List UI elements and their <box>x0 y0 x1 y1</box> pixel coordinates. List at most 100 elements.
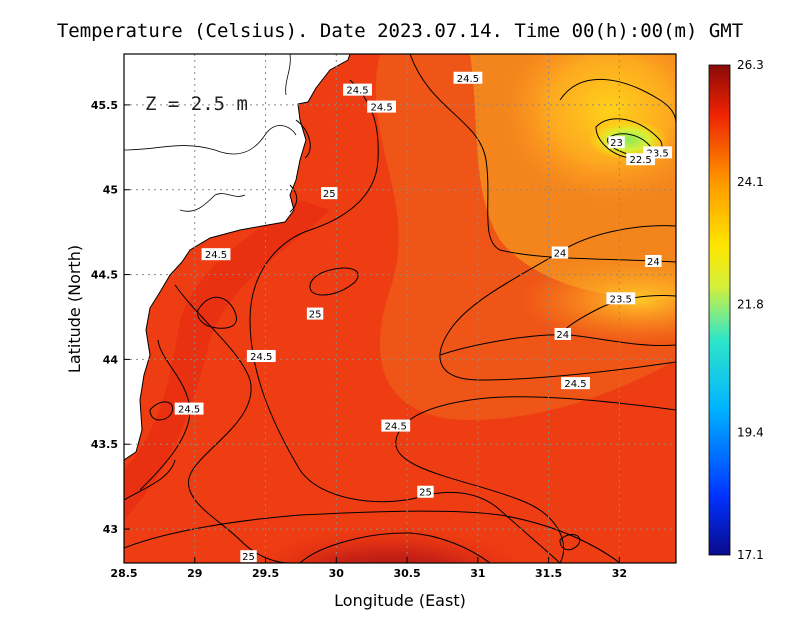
contour-label-box <box>626 153 656 166</box>
contour-label-box <box>343 83 372 96</box>
contour-label-text: 23.5 <box>610 294 632 305</box>
contour-label-text: 23.5 <box>646 148 668 159</box>
contour-line <box>124 459 176 501</box>
y-axis-title: Latitude (North) <box>65 245 84 373</box>
contour-label: 25 <box>417 485 434 499</box>
y-tick-label: 43 <box>103 523 118 536</box>
y-tick-label: 44 <box>103 353 119 366</box>
contour-label-text: 22.5 <box>629 155 651 166</box>
contour-line <box>395 396 676 563</box>
contour-label-box <box>246 350 276 363</box>
contour-label: 25 <box>321 187 338 200</box>
x-tick-label: 30 <box>329 567 345 580</box>
colorbar-gradient <box>708 64 731 556</box>
x-tick-label: 29 <box>187 567 202 580</box>
y-tick-label: 45 <box>103 184 118 197</box>
y-tick-label: 43.5 <box>91 438 118 451</box>
contour-label: 24.5 <box>343 83 372 97</box>
y-tick-label: 44.5 <box>91 269 118 282</box>
contour-label-box <box>367 100 396 113</box>
contour-label: 25 <box>240 550 257 563</box>
x-tick-label: 30.5 <box>394 567 421 580</box>
colorbar-tick-label: 24.1 <box>737 175 764 189</box>
contour-label-box <box>554 327 571 340</box>
contour-label: 24 <box>551 246 569 260</box>
x-tick-label: 32 <box>612 567 627 580</box>
contour-label-box <box>453 71 483 84</box>
colorbar-ticks: 17.1 19.4 21.8 24.1 26.3 <box>737 58 764 562</box>
contour-label-box <box>381 419 411 432</box>
land-border-line <box>124 125 297 155</box>
contour-line <box>439 225 676 381</box>
contour-label-text: 25 <box>309 310 322 321</box>
yellow-northeast-patch <box>500 54 676 205</box>
contour-label-text: 24.5 <box>564 379 586 390</box>
contour-label-text: 24 <box>647 257 660 268</box>
land-border-line <box>285 54 291 96</box>
contour-line <box>124 510 621 563</box>
contour-label-text: 24.5 <box>250 352 272 363</box>
contour-label: 23 <box>608 136 625 149</box>
contour-label-text: 24.5 <box>370 103 392 114</box>
x-tick-label: 29.5 <box>252 567 279 580</box>
contour-label-box <box>201 248 231 261</box>
yellow-east-tongue <box>520 255 676 345</box>
contour-label: 24.5 <box>381 419 411 433</box>
colorbar: 17.1 19.4 21.8 24.1 26.3 <box>708 58 764 562</box>
chart-title: Temperature (Celsius). Date 2023.07.14. … <box>57 20 743 42</box>
contour-label-text: 25 <box>419 488 432 499</box>
contour-label-box <box>561 377 590 390</box>
contour-label: 24.5 <box>561 377 590 390</box>
coastal-warm-strip <box>124 200 330 520</box>
contour-lines <box>124 54 676 563</box>
contour-label: 25 <box>306 307 324 321</box>
colorbar-tick-label: 26.3 <box>737 58 764 72</box>
colorbar-tick-label: 19.4 <box>737 426 764 440</box>
contour-line <box>559 78 676 125</box>
contour-label-text: 24 <box>554 249 567 260</box>
contour-line <box>149 401 174 421</box>
contour-label-text: 24.5 <box>178 405 200 416</box>
contour-label: 24.5 <box>367 100 396 114</box>
hot-south-core <box>247 525 533 563</box>
contour-label-text: 24 <box>556 330 569 341</box>
contour-label-box <box>551 246 569 259</box>
contour-line <box>249 79 561 563</box>
contour-label: 23.5 <box>606 292 636 305</box>
plot-frame <box>123 53 677 564</box>
y-axis-ticks: 43 43.5 44 44.5 45 45.5 <box>91 99 130 536</box>
contour-label: 24 <box>554 327 571 341</box>
x-axis-ticks: 28.5 29 29.5 30 30.5 31 31.5 32 <box>110 557 627 580</box>
land-border-line <box>179 193 246 212</box>
contour-label-box <box>417 485 434 498</box>
contour-label: 24.5 <box>453 71 483 85</box>
y-tick-label: 45.5 <box>91 99 118 112</box>
contour-label: 24 <box>645 254 662 268</box>
contour-label-box <box>321 187 338 200</box>
contour-label-box <box>608 136 625 149</box>
contour-label: 22.5 <box>626 153 656 166</box>
x-tick-label: 28.5 <box>110 567 137 580</box>
x-tick-label: 31 <box>470 567 485 580</box>
contour-label: 24.5 <box>174 402 204 416</box>
contour-line <box>299 532 491 563</box>
contour-label-text: 24.5 <box>457 74 479 85</box>
depth-label: Z = 2.5 m <box>145 93 248 115</box>
x-axis-title: Longitude (East) <box>334 591 466 610</box>
contour-label: 24.5 <box>246 350 276 363</box>
contour-label-box <box>645 254 662 267</box>
contour-line <box>197 296 237 329</box>
contour-line <box>174 284 291 563</box>
contour-line <box>309 267 359 296</box>
land-mass <box>124 54 351 461</box>
contour-line <box>409 54 676 263</box>
contour-label-box <box>240 550 257 563</box>
contour-label: 24.5 <box>201 248 231 261</box>
contour-line <box>289 119 311 213</box>
contour-label-text: 24.5 <box>385 422 407 433</box>
x-tick-label: 31.5 <box>535 567 562 580</box>
contour-label-text: 23 <box>610 138 623 149</box>
